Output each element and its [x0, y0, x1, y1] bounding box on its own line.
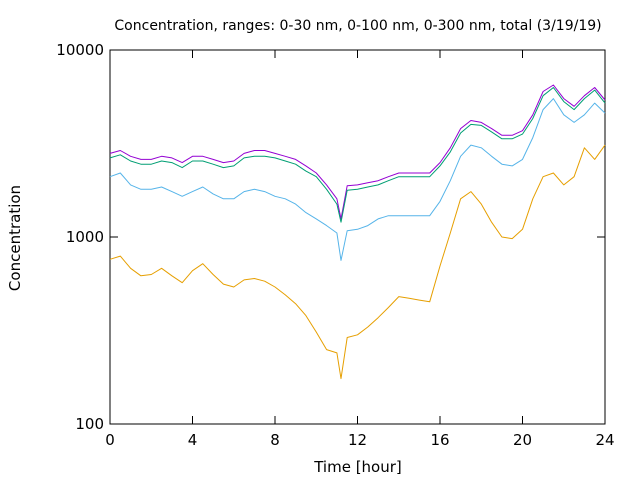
series-lines — [109, 84, 606, 380]
y-tick-label: 1000 — [66, 228, 104, 246]
x-tick-label: 12 — [348, 431, 367, 449]
x-tick-label: 20 — [513, 431, 532, 449]
y-axis: 100 1000 10000 — [56, 41, 605, 433]
series-line-range-0-300nm — [109, 87, 606, 223]
x-tick-label: 0 — [105, 431, 115, 449]
series-line-range-0-100nm — [109, 98, 606, 261]
x-axis: 0 4 8 12 16 20 24 — [105, 50, 615, 449]
series-line-total — [109, 84, 606, 220]
x-tick-label: 24 — [595, 431, 614, 449]
series-line-range-0-30nm — [109, 144, 606, 380]
plot-frame — [109, 49, 606, 425]
chart-title: Concentration, ranges: 0-30 nm, 0-100 nm… — [114, 18, 601, 34]
x-tick-label: 4 — [188, 431, 198, 449]
y-axis-label: Concentration — [6, 185, 24, 291]
x-tick-label: 16 — [430, 431, 449, 449]
y-tick-label: 100 — [75, 415, 104, 433]
x-tick-label: 8 — [270, 431, 280, 449]
x-axis-label: Time [hour] — [313, 458, 402, 476]
y-tick-label: 10000 — [56, 41, 104, 59]
